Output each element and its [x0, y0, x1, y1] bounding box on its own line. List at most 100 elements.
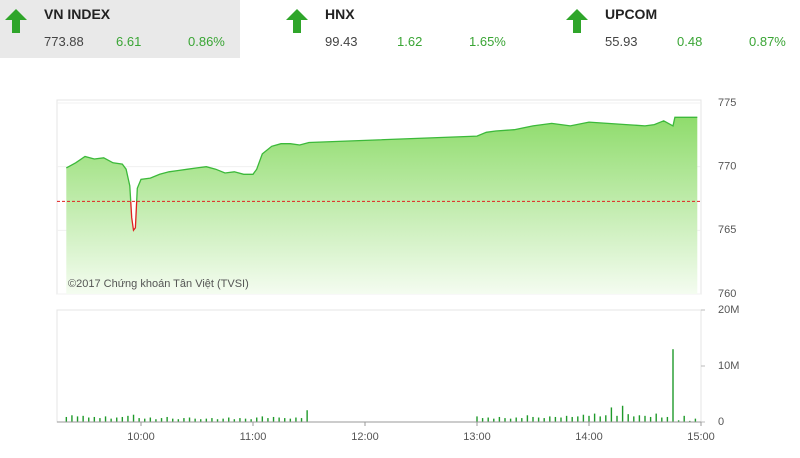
- volume-bar: [200, 419, 202, 422]
- volume-bar: [689, 420, 691, 422]
- volume-bar: [565, 415, 568, 422]
- volume-bar: [543, 418, 545, 422]
- volume-bar: [627, 414, 629, 422]
- volume-bar: [155, 419, 157, 422]
- index-value: 99.43: [325, 34, 358, 49]
- volume-bar: [211, 418, 213, 422]
- index-change-pct: 0.86%: [188, 34, 225, 49]
- x-tick-label: 11:00: [240, 431, 267, 443]
- volume-bar: [93, 416, 96, 422]
- volume-bar: [582, 414, 585, 422]
- up-arrow: [286, 9, 308, 33]
- index-tile[interactable]: VN INDEX 773.88 6.61 0.86%: [0, 0, 240, 58]
- volume-bar: [306, 410, 308, 422]
- volume-bar: [250, 419, 252, 422]
- volume-bar: [498, 416, 501, 422]
- plot-frame: [56, 309, 702, 423]
- x-tick-label: 10:00: [127, 431, 155, 443]
- index-change: 1.62: [397, 34, 423, 49]
- x-tick-label: 13:00: [463, 431, 491, 443]
- volume-bar: [149, 417, 152, 422]
- y-tick-label: 770: [718, 161, 736, 173]
- volume-bar: [138, 418, 140, 422]
- index-name: UPCOM: [605, 6, 658, 22]
- volume-bar: [104, 416, 107, 422]
- volume-bar: [82, 415, 84, 422]
- volume-bar: [599, 416, 601, 422]
- x-tick-label: 12:00: [351, 431, 379, 443]
- volume-bar: [267, 418, 269, 422]
- volume-bar: [278, 417, 280, 422]
- volume-bar: [160, 418, 163, 422]
- x-tick-label: 14:00: [575, 431, 603, 443]
- volume-bar: [99, 418, 101, 422]
- index-name: VN INDEX: [44, 6, 111, 22]
- volume-bar: [205, 418, 208, 422]
- volume-bar: [295, 417, 297, 422]
- volume-bar: [144, 418, 146, 422]
- volume-bar: [166, 416, 168, 422]
- volume-bar: [515, 417, 517, 422]
- volume-bar: [300, 418, 303, 422]
- volume-bar: [110, 418, 112, 422]
- volume-bar: [504, 418, 506, 422]
- index-change: 0.48: [677, 34, 703, 49]
- index-tile[interactable]: UPCOM 55.93 0.48 0.87%: [561, 0, 800, 58]
- volume-bar: [481, 418, 484, 422]
- volume-bar: [177, 419, 180, 422]
- volume-bar: [88, 417, 90, 422]
- x-tick-label: 15:00: [687, 431, 715, 443]
- index-value: 55.93: [605, 34, 638, 49]
- volume-bar: [487, 417, 489, 422]
- volume-bar: [683, 415, 685, 422]
- volume-bar: [549, 416, 551, 422]
- index-tile[interactable]: HNX 99.43 1.62 1.65%: [281, 0, 521, 58]
- volume-bar: [121, 416, 124, 422]
- volume-bar: [222, 418, 224, 422]
- volume-bar: [694, 418, 697, 422]
- index-change-pct: 1.65%: [469, 34, 506, 49]
- volume-bar: [649, 416, 652, 422]
- volume-bar: [571, 416, 573, 422]
- volume-bar: [76, 416, 79, 422]
- index-change-pct: 0.87%: [749, 34, 786, 49]
- y-tick-label: 0: [718, 416, 724, 428]
- volume-bar: [127, 415, 129, 422]
- volume-bar: [493, 418, 495, 422]
- volume-bar: [228, 417, 230, 422]
- price-line: [65, 116, 698, 202]
- volume-bar: [509, 418, 512, 422]
- volume-bar: [233, 419, 236, 422]
- volume-bar: [560, 417, 562, 422]
- volume-bar: [554, 416, 557, 422]
- volume-bar: [588, 415, 590, 422]
- volume-bar: [188, 417, 191, 422]
- volume-bar: [132, 414, 135, 422]
- volume-bar: [272, 416, 275, 422]
- volume-bar: [672, 349, 674, 422]
- volume-bar: [476, 416, 478, 422]
- volume-bar: [593, 413, 596, 422]
- volume-bar: [661, 417, 663, 422]
- volume-bar: [284, 418, 286, 422]
- y-tick-label: 765: [718, 224, 736, 236]
- volume-bar: [633, 416, 635, 422]
- volume-bar: [261, 416, 264, 422]
- volume-bar: [677, 420, 680, 422]
- volume-bar: [172, 418, 174, 422]
- volume-bar: [577, 416, 579, 422]
- volume-bar: [256, 417, 258, 422]
- volume-bar: [216, 419, 219, 422]
- volume-bar: [244, 418, 247, 422]
- volume-bar: [194, 418, 196, 422]
- volume-bar: [521, 418, 523, 422]
- y-tick-label: 775: [718, 97, 736, 109]
- volume-bar: [183, 418, 185, 422]
- y-tick-label: 10M: [718, 360, 739, 372]
- volume-bar: [610, 407, 613, 422]
- volume-bar: [666, 416, 669, 422]
- volume-bar: [605, 415, 607, 422]
- volume-bar: [655, 413, 657, 422]
- up-arrow: [5, 9, 27, 33]
